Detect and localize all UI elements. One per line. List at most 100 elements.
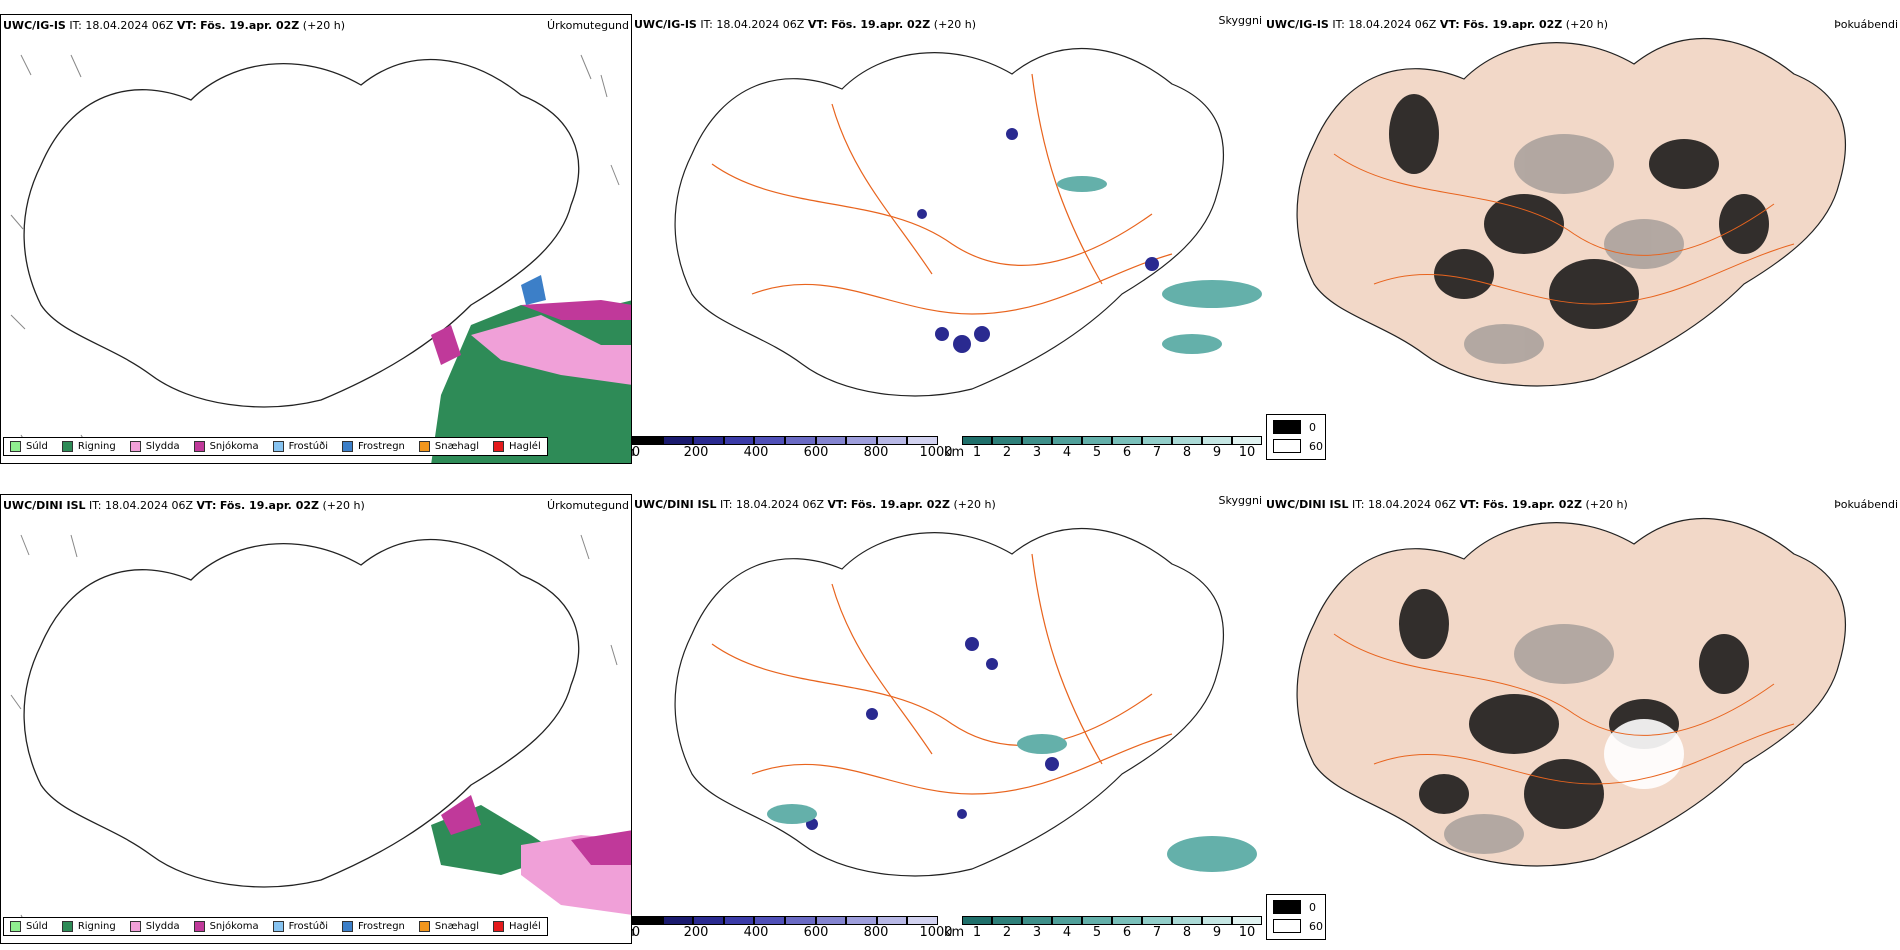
vt-value: Fös. 19.apr. 02Z [850, 498, 950, 511]
colorbar-tick-label: 1 [972, 445, 982, 460]
vis-colorbar-top: km 1 2 3 4 5 6 7 8 9 10 [944, 436, 1262, 461]
fog-key-box [1273, 420, 1301, 434]
colorbar-segment [1082, 436, 1112, 445]
colorbar-segment [876, 436, 908, 445]
colorbar-segment [632, 916, 663, 925]
colorbar-segment [1112, 916, 1142, 925]
fog-key-low: 60 [1273, 919, 1323, 933]
precip-map-bottom [10, 534, 631, 936]
lead-time: (+20 h) [322, 499, 365, 512]
colorbar-tick-label: 5 [1092, 925, 1102, 940]
visibility-title-top: Skyggni [1218, 14, 1262, 27]
colorbar-segment [1022, 916, 1052, 925]
ceiling-colorbar-ticks: m0 200 400 600 800 1000 [632, 925, 953, 941]
colorbar-tick-label: 9 [1212, 925, 1222, 940]
legend-item: Slydda [129, 921, 180, 932]
colorbar-segment [662, 916, 694, 925]
fog-key-bottom: 0 60 [1266, 894, 1326, 940]
colorbar-tick-label: 6 [1122, 445, 1132, 460]
ceiling-colorbar-bottom: m0 200 400 600 800 1000 [632, 916, 953, 941]
fog-key-high-label: 0 [1309, 900, 1316, 914]
colorbar-tick-label: 7 [1152, 925, 1162, 940]
legend-item: Frostúði [272, 441, 328, 452]
fog-header-top: UWC/IG-IS IT: 18.04.2024 06Z VT: Fös. 19… [1266, 18, 1608, 31]
it-value: 18.04.2024 06Z [85, 19, 174, 32]
fog-key-box [1273, 919, 1301, 933]
legend-item: Snjókoma [193, 441, 259, 452]
precip-panel-bottom: UWC/DINI ISL IT: 18.04.2024 06Z VT: Fös.… [0, 494, 632, 944]
legend-swatch [193, 921, 205, 932]
colorbar-segment [1112, 436, 1142, 445]
fog-key-low-label: 60 [1309, 439, 1323, 453]
colorbar-tick-label: 200 [683, 445, 709, 460]
colorbar-segment [754, 916, 785, 925]
lead-time: (+20 h) [953, 498, 996, 511]
legend-swatch [61, 921, 73, 932]
vt-label: VT: [827, 498, 848, 511]
colorbar-segment [632, 436, 663, 445]
legend-swatch [272, 921, 284, 932]
colorbar-segment [1232, 916, 1262, 925]
vt-value: Fös. 19.apr. 02Z [219, 499, 319, 512]
legend-label: Snæhagl [434, 921, 480, 932]
legend-swatch [418, 441, 430, 452]
colorbar-segment [1202, 916, 1232, 925]
colorbar-tick-label: 200 [683, 925, 709, 940]
colorbar-tick-label: 0 [632, 925, 641, 940]
colorbar-unit: m [632, 925, 635, 940]
colorbar-segment [1232, 436, 1262, 445]
lead-time: (+20 h) [1585, 498, 1628, 511]
legend-item: Frostúði [272, 921, 328, 932]
vis-colorbar-segments [962, 436, 1262, 445]
legend-label: Rigning [77, 441, 116, 452]
colorbar-segment [815, 916, 847, 925]
it-label: IT: [1332, 18, 1345, 31]
fog-key-low-label: 60 [1309, 919, 1323, 933]
vis-colorbar-ticks: km 1 2 3 4 5 6 7 8 9 10 [944, 925, 1262, 941]
legend-label: Súld [26, 441, 48, 452]
colorbar-tick-label: 10 [1238, 445, 1256, 460]
colorbar-segment [1172, 436, 1202, 445]
legend-label: Snjókoma [209, 441, 259, 452]
it-label: IT: [720, 498, 733, 511]
it-label: IT: [700, 18, 713, 31]
legend-item: Rigning [61, 921, 116, 932]
legend-swatch [418, 921, 430, 932]
colorbar-unit: km [944, 925, 965, 940]
colorbar-segment [846, 916, 877, 925]
ceiling-colorbar-segments [632, 436, 938, 445]
colorbar-segment [962, 916, 992, 925]
legend-swatch [342, 921, 353, 932]
visibility-map-bottom [674, 527, 1257, 877]
it-label: IT: [89, 499, 102, 512]
legend-label: Frostúði [288, 921, 328, 932]
lead-time: (+20 h) [933, 18, 977, 31]
it-value: 18.04.2024 06Z [716, 18, 805, 31]
colorbar-segment [992, 436, 1022, 445]
model-name: UWC/DINI ISL [634, 498, 717, 511]
fog-key-low: 60 [1273, 439, 1323, 453]
precip-legend-top: Súld Rigning Slydda Snjókoma Frostúði Fr… [3, 437, 548, 456]
it-label: IT: [69, 19, 82, 32]
colorbar-tick-label: 1000 [919, 925, 953, 940]
colorbar-tick-label: 3 [1032, 925, 1042, 940]
legend-item: Súld [10, 441, 48, 452]
legend-label: Frostregn [358, 921, 405, 932]
colorbar-tick-label: 4 [1062, 925, 1072, 940]
colorbar-tick-label: 1000 [919, 445, 953, 460]
vt-value: Fös. 19.apr. 02Z [200, 19, 300, 32]
ceiling-colorbar-top: m0 200 400 600 800 1000 [632, 436, 953, 461]
visibility-header-top: UWC/IG-IS IT: 18.04.2024 06Z VT: Fös. 19… [634, 18, 976, 31]
it-value: 18.04.2024 06Z [736, 498, 825, 511]
legend-swatch [10, 921, 21, 932]
legend-item: Snæhagl [418, 441, 479, 452]
colorbar-unit: km [944, 445, 965, 460]
colorbar-tick-label: 6 [1122, 925, 1132, 940]
precip-panel-top: UWC/IG-IS IT: 18.04.2024 06Z VT: Fös. 19… [0, 14, 632, 464]
it-value: 18.04.2024 06Z [1368, 498, 1457, 511]
legend-label: Slydda [145, 921, 180, 932]
fog-key-top: 0 60 [1266, 414, 1326, 460]
precip-header-bottom: UWC/DINI ISL IT: 18.04.2024 06Z VT: Fös.… [3, 499, 365, 512]
legend-item: Rigning [61, 441, 116, 452]
vt-label: VT: [1459, 498, 1480, 511]
